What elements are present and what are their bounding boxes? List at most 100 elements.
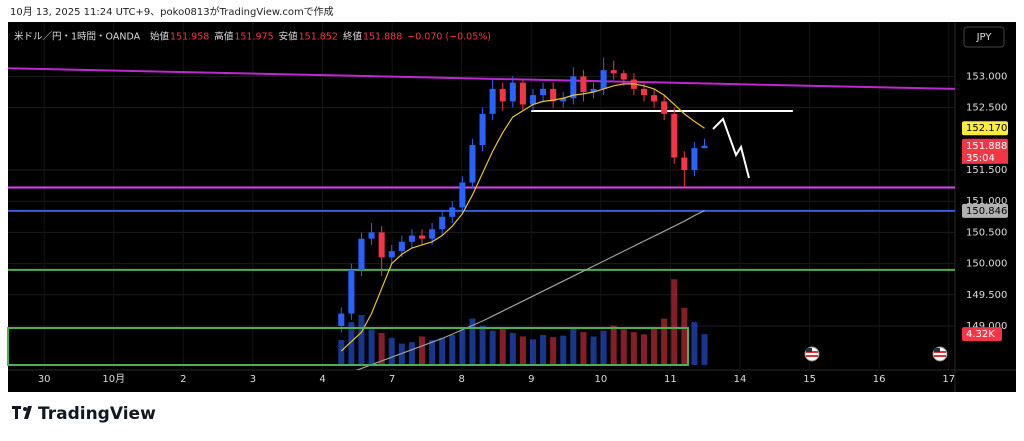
price-label-box [962,121,1008,136]
brand: TradingView [38,404,156,424]
logo [12,406,32,419]
zigzag-arrow [712,117,750,179]
candle-body [469,145,476,183]
y-tick-label: 150.500 [966,227,1007,238]
volume-bar [661,318,668,365]
candle-body [348,269,355,314]
candle-body [560,98,567,102]
volume-bar [408,342,415,365]
y-tick-label: 149.000 [966,321,1007,332]
volume-bar [630,332,637,365]
x-tick-label: 3 [250,374,256,385]
currency-label[interactable]: JPY [976,32,993,43]
candle-body [408,235,415,242]
x-tick-label: 17 [942,374,955,385]
y-tick-label: 149.500 [966,290,1007,301]
candle-body [600,70,607,89]
x-tick-label: 2 [180,374,186,385]
x-tick-label: 10月 [102,373,125,385]
y-tick-label: 152.500 [966,103,1007,114]
volume-bar [610,325,617,365]
candle-body [429,229,436,239]
countdown: 35:04 [966,153,995,164]
volume-box-drawing [7,327,689,366]
volume-bar [499,327,506,365]
price-label-box [962,203,1008,218]
volume-bar [479,325,486,365]
candle-body [418,235,426,239]
price-label: 150.846 [966,206,1007,217]
volume-bar [651,327,658,365]
volume-bar [368,329,375,365]
candle-body [368,232,375,239]
candle-body [580,76,587,93]
candle-body [550,88,557,102]
volume-bar [388,337,395,365]
volume-bar [489,330,496,365]
trendline [8,67,955,90]
volume-bar [681,307,688,365]
volume-bar [429,340,436,365]
legend-value: 151.852 [299,32,338,43]
volume-bar [550,337,557,365]
volume-bar [620,329,627,365]
candle-body [499,88,506,102]
legend-label: 高値 [214,31,234,43]
candle-body [620,73,627,80]
volume-bar [691,322,698,365]
volume-bar [590,336,597,365]
candle-body [459,182,466,208]
moving-average [340,83,705,352]
candle-body [671,113,678,158]
volume-bar [439,337,446,365]
legend-label: 始値 [150,31,170,43]
volume-bar [378,332,385,365]
x-tick-label: 7 [389,374,395,385]
volume-bar [671,279,678,365]
candle-body [661,101,668,114]
volume-bar [580,332,587,365]
volume-bar [358,315,365,365]
volume-bar [469,318,476,365]
countdown-box [962,151,1008,164]
price-label-box [962,138,1008,153]
x-tick-label: 11 [664,374,677,385]
candle-body [449,207,456,217]
volume-bar [529,339,537,365]
candle-body [398,241,405,252]
candle-body [479,113,486,146]
candle-body [358,238,365,270]
x-tick-label: 4 [319,374,325,385]
currency-button[interactable] [963,26,1005,48]
x-tick-label: 10 [594,374,607,385]
volume-label: 4.32K [966,329,995,340]
volume-bar [459,329,466,365]
candle-body [509,82,516,102]
legend-value: 151.958 [170,32,209,43]
legend-change: −0.070 (−0.05%) [407,32,491,43]
legend-value: 151.888 [363,32,402,43]
candle-body [378,232,385,258]
y-tick-label: 150.000 [966,259,1007,270]
x-tick-label: 9 [528,374,534,385]
legend-value: 151.975 [234,32,273,43]
caption: 10月 13, 2025 11:24 UTC+9、poko0813がTradin… [10,5,334,18]
volume-bar [338,340,345,365]
candle-body [610,70,617,74]
volume-bar [519,336,526,365]
price-label: 151.888 [966,141,1007,152]
volume-bar [640,334,647,365]
event-icon[interactable] [804,346,820,362]
x-tick-label: 16 [873,374,886,385]
candle-body [691,148,698,171]
candle-body [489,88,496,114]
candle-body [439,216,446,230]
event-icon[interactable] [932,346,948,362]
volume-bar [600,330,607,365]
x-tick-label: 30 [38,374,51,385]
legend-label: 終値 [343,31,363,43]
symbol: 米ドル／円・1時間・OANDA [14,31,141,43]
volume-bar [540,335,547,365]
x-tick-label: 14 [734,374,747,385]
candle-body [338,313,345,327]
